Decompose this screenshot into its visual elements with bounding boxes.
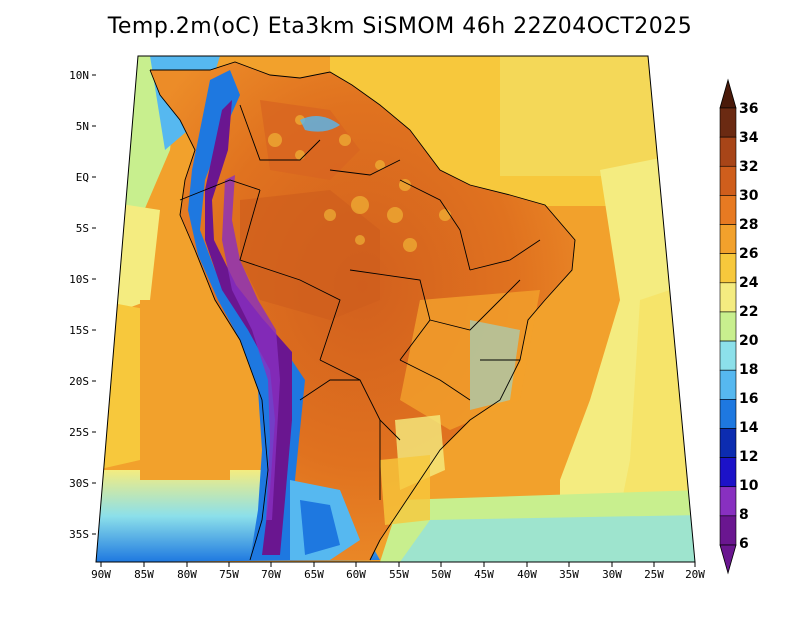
cb-label-18: 18 bbox=[739, 362, 758, 378]
colorbar-segment bbox=[719, 107, 737, 138]
colorbar-segment bbox=[719, 195, 737, 225]
cb-label-8: 8 bbox=[739, 507, 749, 523]
lat-label-5n: 5N bbox=[76, 120, 89, 133]
cb-label-24: 24 bbox=[739, 275, 759, 291]
colorbar-top-arrow bbox=[719, 78, 737, 109]
colorbar-segment bbox=[719, 253, 737, 284]
cb-label-36: 36 bbox=[739, 101, 758, 117]
lon-label-80w: 80W bbox=[177, 568, 197, 581]
colorbar-segment bbox=[719, 486, 737, 517]
cb-label-34: 34 bbox=[739, 130, 759, 146]
cb-label-12: 12 bbox=[739, 449, 758, 465]
lat-label-15s: 15S bbox=[69, 324, 89, 337]
lon-label-90w: 90W bbox=[91, 568, 111, 581]
lon-label-60w: 60W bbox=[346, 568, 366, 581]
colorbar-bottom-arrow bbox=[719, 544, 737, 575]
country-borders bbox=[149, 61, 576, 561]
lon-label-65w: 65W bbox=[304, 568, 324, 581]
colorbar-segment bbox=[719, 428, 737, 458]
lat-tick-10n: 10N bbox=[69, 69, 96, 82]
lon-label-50w: 50W bbox=[431, 568, 451, 581]
lat-label-10n: 10N bbox=[69, 69, 89, 82]
lon-label-75w: 75W bbox=[219, 568, 239, 581]
colorbar-segment bbox=[719, 369, 737, 400]
lat-label-5s: 5S bbox=[76, 222, 89, 235]
cb-label-16: 16 bbox=[739, 391, 758, 407]
lon-label-55w: 55W bbox=[389, 568, 409, 581]
colorbar-segment bbox=[719, 165, 737, 196]
lon-label-45w: 45W bbox=[474, 568, 494, 581]
latitude-axis: 10N 5N EQ 5S 10S 15S 20S 25S 30S 35S bbox=[69, 69, 96, 541]
map-title: Temp.2m(oC) Eta3km SiSMOM 46h 22Z04OCT20… bbox=[107, 14, 693, 39]
cb-label-28: 28 bbox=[739, 217, 758, 233]
colorbar-segment bbox=[719, 224, 737, 254]
lon-label-70w: 70W bbox=[261, 568, 281, 581]
colorbar-segment bbox=[719, 457, 737, 488]
lon-label-40w: 40W bbox=[517, 568, 537, 581]
cb-label-32: 32 bbox=[739, 159, 758, 175]
cb-label-20: 20 bbox=[739, 333, 759, 349]
lon-label-25w: 25W bbox=[644, 568, 664, 581]
temperature-field bbox=[96, 56, 695, 562]
cb-label-6: 6 bbox=[739, 536, 749, 552]
south-america-land bbox=[150, 62, 575, 560]
lat-label-10s: 10S bbox=[69, 273, 89, 286]
lon-label-30w: 30W bbox=[602, 568, 622, 581]
colorbar-segment bbox=[719, 399, 737, 429]
colorbar-segment bbox=[719, 311, 737, 342]
colorbar-segment bbox=[719, 340, 737, 371]
lat-label-20s: 20S bbox=[69, 375, 89, 388]
lat-label-25s: 25S bbox=[69, 426, 89, 439]
cb-label-22: 22 bbox=[739, 304, 758, 320]
cb-label-10: 10 bbox=[739, 478, 759, 494]
cb-label-14: 14 bbox=[739, 420, 759, 436]
lat-label-30s: 30S bbox=[69, 477, 89, 490]
lon-label-35w: 35W bbox=[559, 568, 579, 581]
cb-label-30: 30 bbox=[739, 188, 759, 204]
colorbar-segment bbox=[719, 136, 737, 167]
colorbar-segment bbox=[719, 515, 737, 546]
colorbar-segment bbox=[719, 282, 737, 313]
lat-label-35s: 35S bbox=[69, 528, 89, 541]
colorbar: 36 34 32 30 28 26 24 22 20 18 16 14 12 1… bbox=[719, 78, 759, 575]
lon-label-20w: 20W bbox=[685, 568, 705, 581]
colorbar-labels: 36 34 32 30 28 26 24 22 20 18 16 14 12 1… bbox=[739, 101, 759, 552]
cb-label-26: 26 bbox=[739, 246, 758, 262]
lon-label-85w: 85W bbox=[134, 568, 154, 581]
longitude-axis: 90W 85W 80W 75W 70W 65W 60W 55W 50W 45W … bbox=[91, 562, 705, 581]
lat-label-eq: EQ bbox=[76, 171, 89, 184]
